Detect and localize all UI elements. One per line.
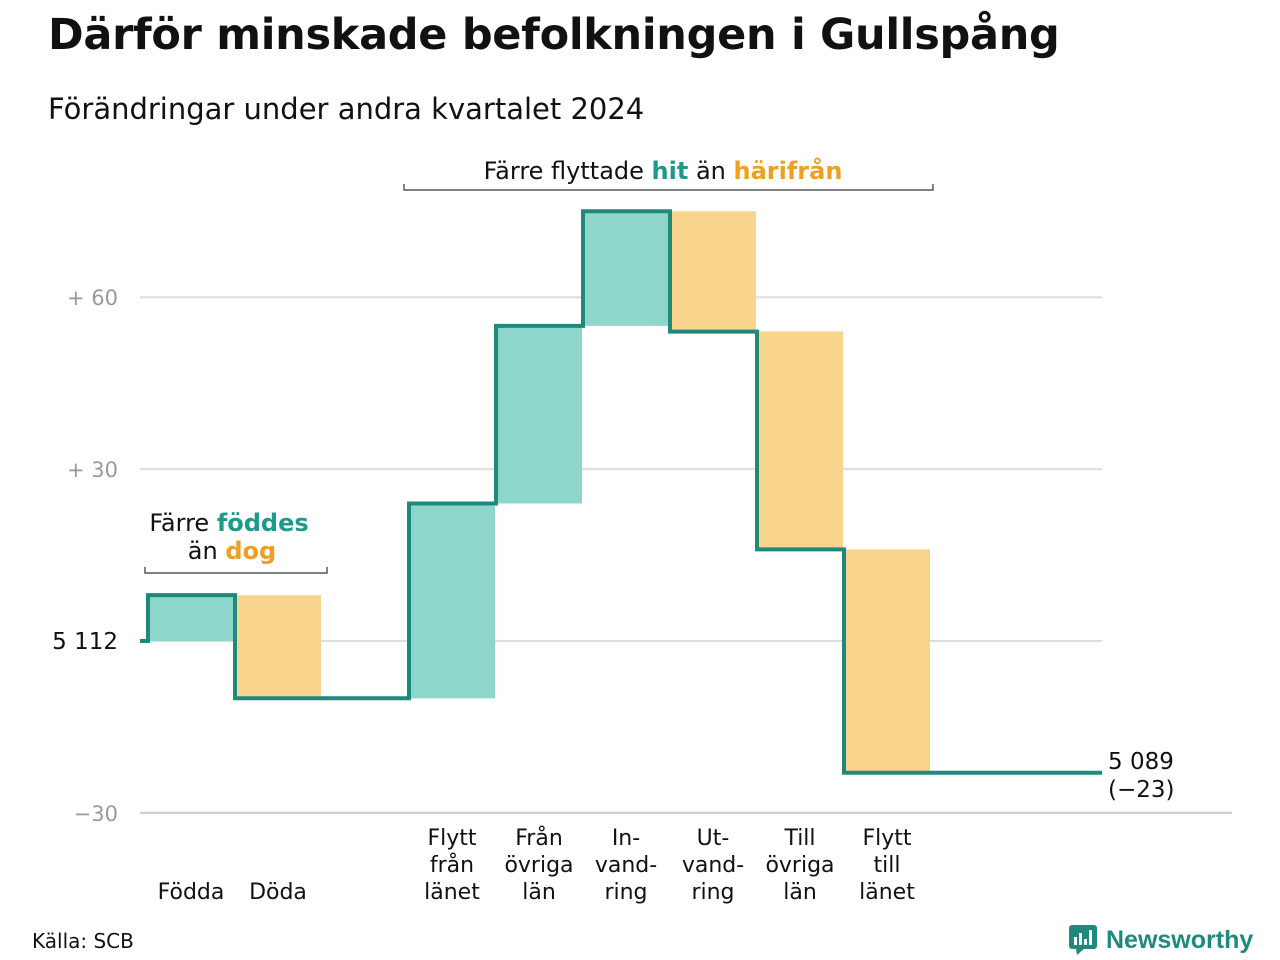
x-tick-label: Flytt — [427, 826, 476, 851]
x-tick-label: vand- — [682, 853, 744, 878]
x-tick-label: Flytt — [862, 826, 911, 851]
source-label: Källa: SCB — [32, 929, 134, 953]
x-tick-label: länet — [424, 880, 480, 905]
y-tick-label: + 30 — [67, 458, 118, 482]
newsworthy-logo: Newsworthy — [1068, 924, 1253, 956]
chart-bubble-icon — [1069, 925, 1097, 955]
page-subtitle: Förändringar under andra kvartalet 2024 — [48, 92, 645, 126]
end-change-label: (−23) — [1108, 777, 1174, 803]
x-tick-label: ring — [691, 880, 734, 905]
x-tick-label: län — [522, 880, 556, 905]
waterfall-bar — [235, 595, 321, 699]
waterfall-bar — [409, 503, 495, 699]
births-annotation-line2: än dog — [188, 537, 276, 565]
x-tick-label: länet — [859, 880, 915, 905]
end-value-label: 5 089 — [1108, 749, 1174, 775]
births-bracket — [144, 567, 328, 574]
x-tick-label: övriga — [765, 853, 834, 878]
waterfall-bar — [496, 325, 582, 504]
x-tick-label: Ut- — [697, 826, 730, 851]
waterfall-bar — [844, 549, 930, 773]
x-tick-label: län — [783, 880, 817, 905]
running-total-line — [140, 209, 1102, 775]
waterfall-bar — [670, 211, 756, 332]
x-tick-label: Från — [515, 825, 563, 851]
x-tick-label: övriga — [504, 853, 573, 878]
waterfall-bar — [757, 331, 843, 550]
x-tick-label: Födda — [158, 880, 225, 905]
births-annotation-line1: Färre föddes — [149, 509, 308, 537]
logo-text: Newsworthy — [1106, 925, 1254, 954]
y-tick-label: 5 112 — [52, 629, 118, 655]
waterfall-bar — [583, 211, 669, 326]
y-tick-label: −30 — [74, 802, 118, 826]
x-tick-label: In- — [612, 826, 640, 851]
x-tick-label: ring — [604, 880, 647, 905]
moves-annotation: Färre flyttade hit än härifrån — [484, 156, 843, 185]
x-tick-label: från — [430, 852, 474, 878]
y-tick-label: + 60 — [67, 286, 118, 310]
waterfall-bar — [148, 595, 234, 641]
x-tick-label: vand- — [595, 853, 657, 878]
moves-bracket — [403, 184, 934, 191]
page-title: Därför minskade befolkningen i Gullspång — [48, 10, 1060, 60]
x-tick-label: Till — [783, 826, 815, 851]
x-tick-label: till — [874, 853, 901, 878]
x-tick-label: Döda — [249, 880, 307, 905]
